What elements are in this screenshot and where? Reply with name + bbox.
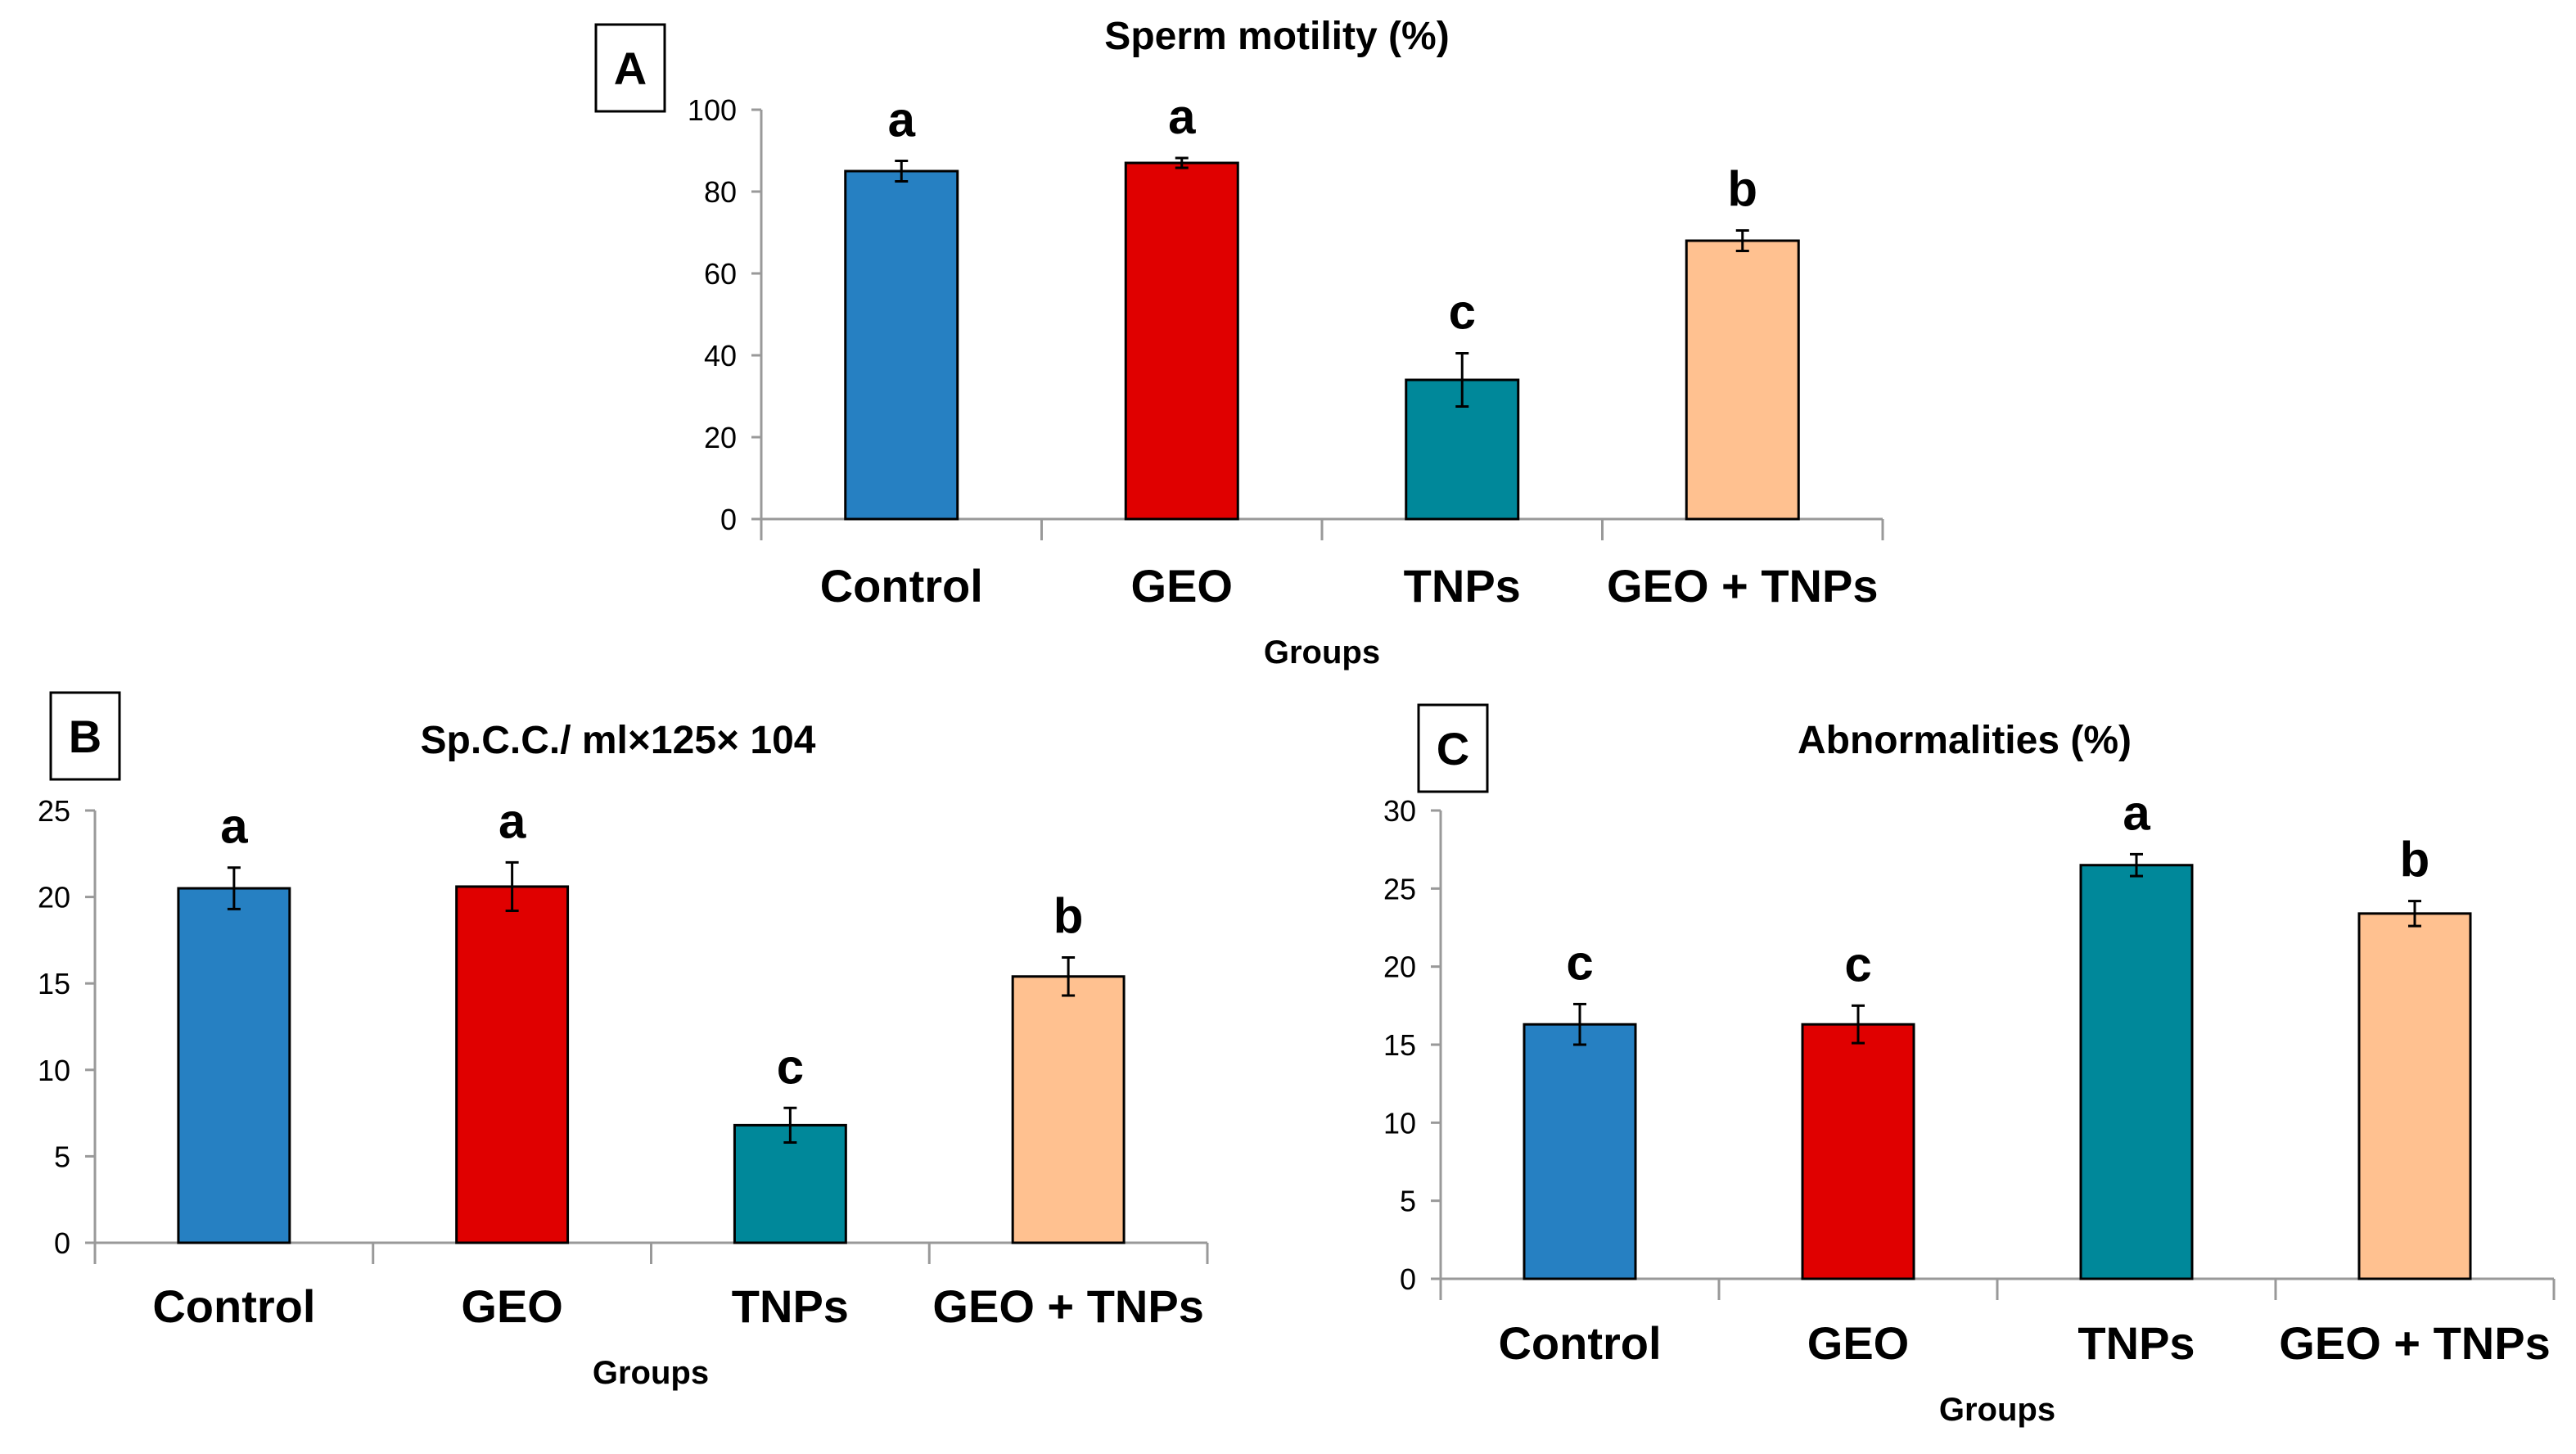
- error-bar: [1062, 956, 1076, 997]
- significance-letter: c: [1844, 937, 1871, 991]
- panel-label-box: A: [594, 23, 666, 113]
- y-tick-label: 80: [704, 175, 737, 209]
- y-tick-label: 25: [38, 794, 70, 828]
- x-axis-label: Groups: [1939, 1392, 2055, 1428]
- y-tick-label: 5: [54, 1140, 70, 1173]
- y-tick-label: 20: [704, 421, 737, 454]
- y-tick-label: 0: [720, 503, 737, 536]
- panel-b: B Sp.C.C./ ml×125× 104 Groups 0 5 10 15 20 25 a Co…: [38, 691, 1209, 1391]
- y-tick-label: 15: [38, 967, 70, 1000]
- y-tick-label: 15: [1383, 1028, 1416, 1062]
- bar-geo-tnps: [1685, 239, 1800, 521]
- panel-label: C: [1437, 723, 1469, 774]
- y-tick-label: 25: [1383, 872, 1416, 905]
- y-tick-label: 10: [38, 1054, 70, 1087]
- bar-geo-tnps: [2357, 912, 2472, 1280]
- bar-control: [844, 169, 959, 521]
- significance-letter: c: [1566, 935, 1593, 990]
- chart-title: Sp.C.C./ ml×125× 104: [421, 719, 816, 762]
- panel-label-box: B: [49, 691, 121, 781]
- x-tick-label: GEO + TNPs: [1607, 560, 1878, 612]
- panel-label: B: [69, 711, 102, 762]
- x-axis-label: Groups: [1264, 634, 1380, 671]
- y-tick-label: 0: [1400, 1262, 1416, 1296]
- error-bar: [1735, 229, 1749, 252]
- chart-title: Abnormalities (%): [1798, 719, 2132, 762]
- y-tick-label: 60: [704, 257, 737, 291]
- bar-control: [177, 887, 291, 1244]
- significance-letter: c: [1449, 285, 1476, 340]
- significance-letter: a: [888, 93, 916, 147]
- y-tick-label: 5: [1400, 1185, 1416, 1218]
- error-bar: [505, 860, 519, 912]
- significance-letter: b: [2400, 833, 2430, 887]
- error-bar: [1455, 352, 1469, 408]
- chart-title: Sperm motility (%): [1104, 15, 1449, 58]
- bar-tnps: [2079, 864, 2194, 1280]
- x-tick-label: Control: [152, 1280, 315, 1332]
- significance-letter: a: [220, 799, 248, 854]
- error-bar: [2130, 852, 2143, 878]
- y-tick-label: 10: [1383, 1106, 1416, 1140]
- error-bar: [2408, 900, 2421, 928]
- x-tick-label: Control: [1498, 1317, 1661, 1369]
- x-tick-label: TNPs: [1404, 560, 1521, 612]
- panel-a: A Sperm motility (%) Groups 0 20 40 60 80 100 a Co…: [594, 15, 1884, 671]
- error-bar: [783, 1106, 797, 1145]
- x-tick-label: GEO: [1807, 1317, 1909, 1369]
- bar-control: [1523, 1023, 1637, 1280]
- x-tick-label: GEO + TNPs: [932, 1280, 1203, 1332]
- error-bar: [1852, 1004, 1865, 1045]
- panel-label: A: [614, 43, 647, 94]
- x-tick-label: TNPs: [2077, 1317, 2195, 1369]
- significance-letter: b: [1053, 889, 1084, 944]
- y-tick-label: 20: [1383, 951, 1416, 984]
- bar-geo: [1124, 161, 1239, 521]
- y-tick-label: 0: [54, 1226, 70, 1260]
- bar-geo: [1801, 1023, 1915, 1280]
- x-tick-label: GEO: [1131, 560, 1233, 612]
- bar-tnps: [733, 1123, 847, 1244]
- error-bar: [227, 866, 241, 910]
- significance-letter: b: [1727, 162, 1757, 217]
- x-axis-label: Groups: [593, 1355, 709, 1391]
- error-bar: [895, 160, 909, 183]
- x-tick-label: Control: [820, 560, 983, 612]
- error-bar: [1573, 1002, 1586, 1046]
- x-tick-label: TNPs: [732, 1280, 849, 1332]
- panel-label-box: C: [1417, 703, 1489, 793]
- significance-letter: a: [499, 793, 526, 848]
- error-bar: [1175, 156, 1189, 169]
- significance-letter: a: [1168, 89, 1196, 144]
- significance-letter: c: [777, 1039, 804, 1094]
- y-tick-label: 30: [1383, 794, 1416, 828]
- panel-c: C Abnormalities (%) Groups 0 5 10 15 20 25 30 c Con…: [1383, 703, 2556, 1428]
- y-tick-label: 40: [704, 339, 737, 373]
- y-tick-label: 100: [688, 93, 737, 127]
- x-tick-label: GEO + TNPs: [2279, 1317, 2550, 1369]
- y-tick-label: 20: [38, 881, 70, 914]
- bar-geo: [455, 885, 570, 1244]
- bar-geo-tnps: [1011, 975, 1126, 1244]
- significance-letter: a: [2123, 785, 2150, 840]
- x-tick-label: GEO: [461, 1280, 562, 1332]
